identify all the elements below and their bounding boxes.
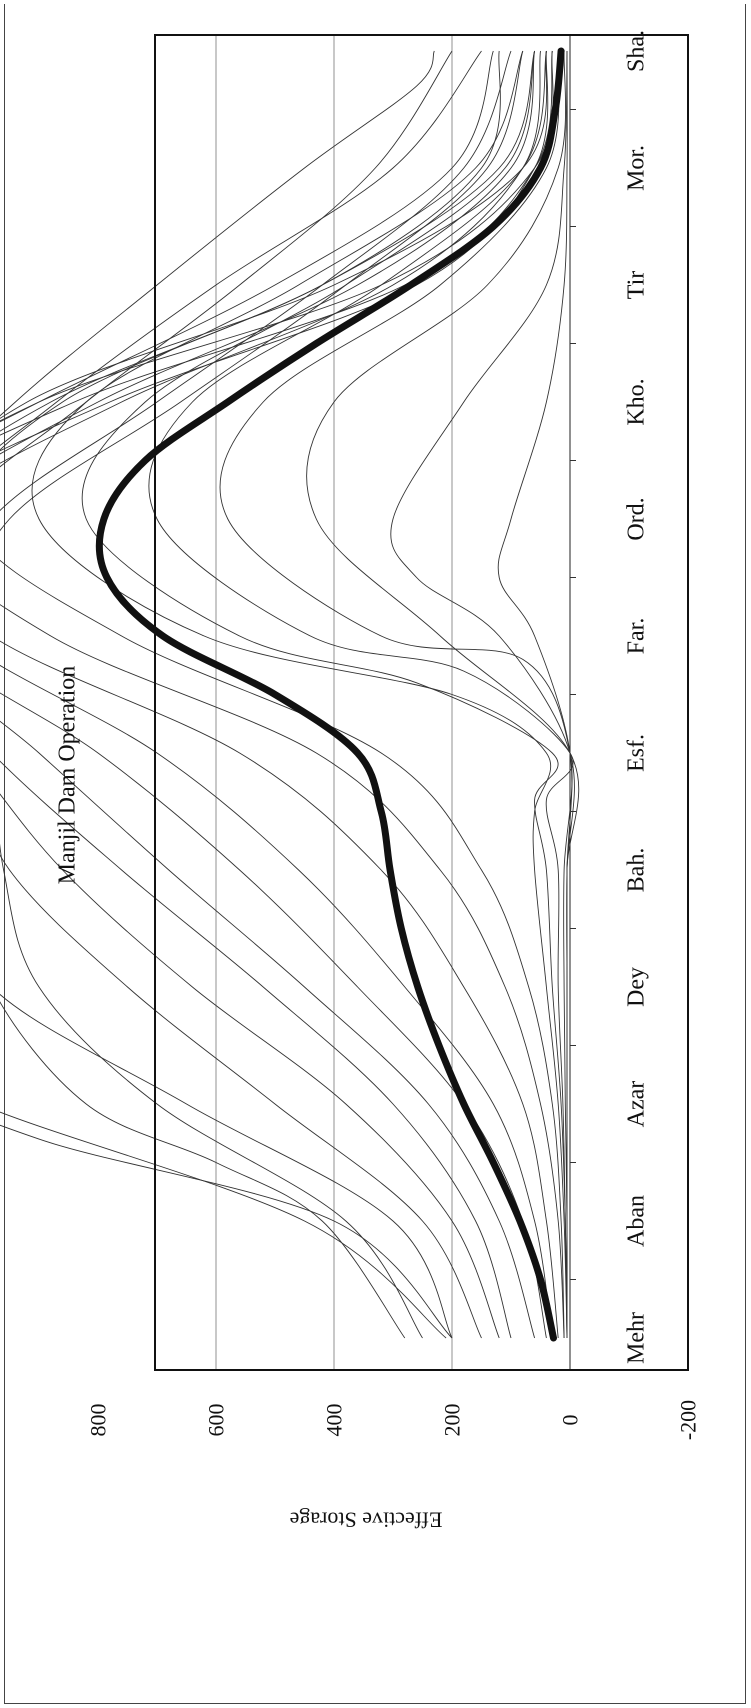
plot-area	[154, 34, 689, 1371]
series-line	[0, 50, 512, 1339]
series-line	[497, 50, 573, 1338]
x-category-label: Mor.	[623, 145, 649, 191]
series-line	[0, 50, 536, 1339]
series-line	[0, 50, 524, 1339]
average-series-line	[95, 47, 565, 1342]
series-line	[31, 50, 568, 1339]
x-category-label: Mehr	[623, 1312, 649, 1364]
x-category-label: Far.	[623, 618, 649, 655]
x-category-label: Ord.	[623, 497, 649, 540]
series-line	[0, 50, 482, 1339]
average-line	[95, 47, 565, 1342]
y-tick-label: 200	[440, 1404, 465, 1437]
series-line	[0, 50, 565, 1339]
series-line	[0, 50, 541, 1339]
y-tick-labels: -20002004006008001,0001,2001,400	[86, 1400, 701, 1440]
series-lines	[0, 50, 580, 1339]
y-tick-label: 400	[322, 1404, 347, 1437]
series-line	[306, 50, 580, 1338]
y-tick-label: 0	[558, 1415, 583, 1426]
y-tick-label: 600	[204, 1404, 229, 1437]
x-category-label: Esf.	[623, 734, 649, 772]
tick-marks	[570, 109, 576, 1280]
series-line	[219, 50, 573, 1339]
x-category-label: Dey	[623, 967, 649, 1007]
y-tick-label: 800	[86, 1404, 111, 1437]
x-category-label: Azar	[623, 1081, 649, 1128]
y-tick-label: -200	[676, 1400, 701, 1440]
x-category-label: Kho.	[623, 378, 649, 425]
series-line	[0, 50, 453, 1339]
x-category-labels: Mehr Aban Azar Dey Bah. Esf. Far. Ord. Kho. Tir Mo…	[623, 30, 649, 1364]
series-line	[0, 50, 494, 1339]
x-category-label: Tir	[623, 271, 649, 299]
series-line	[0, 50, 565, 1339]
series-line	[0, 50, 453, 1339]
x-category-label: Bah.	[623, 848, 649, 893]
page-frame	[4, 4, 746, 1704]
series-line	[0, 50, 559, 1339]
y-axis-label: Effective Storage	[290, 1507, 443, 1532]
chart-title: Manjil Dam Operation	[54, 666, 80, 885]
x-category-label: Sha.	[623, 30, 649, 72]
x-category-label: Aban	[623, 1195, 649, 1247]
series-line	[148, 50, 574, 1339]
